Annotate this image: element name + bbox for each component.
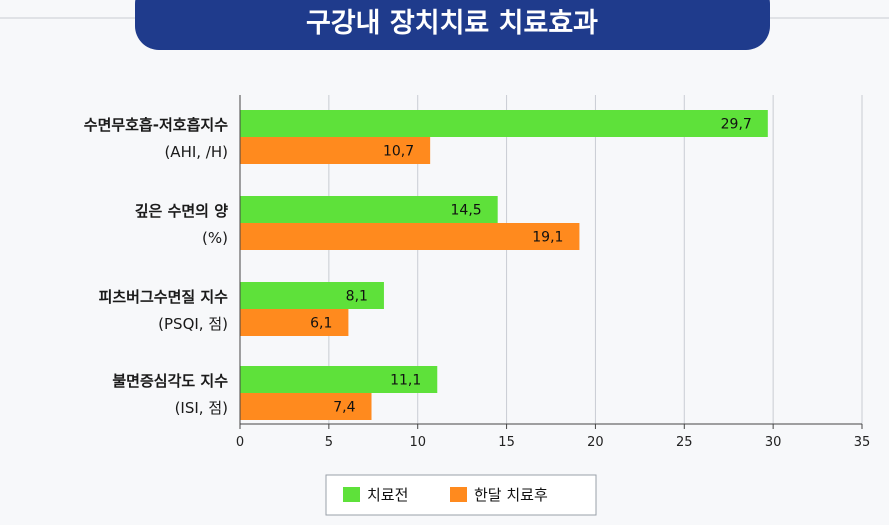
category-labels: 수면무호흡-저호흡지수 (AHI, /H) 깊은 수면의 양 (%) 피츠버그수면질 지… (84, 116, 228, 417)
bar (240, 309, 349, 336)
x-tick-label: 35 (854, 435, 871, 450)
chart-title-banner: 구강내 장치치료 치료효과 (0, 0, 889, 50)
x-tick-label: 20 (587, 435, 604, 450)
data-label: 14,5 (451, 203, 482, 219)
x-tick-label: 25 (676, 435, 693, 450)
bar (240, 137, 431, 164)
x-tick-label: 30 (765, 435, 782, 450)
bar (240, 282, 384, 309)
data-label: 11,1 (390, 373, 421, 389)
category-unit-label: (ISI, 점) (175, 399, 228, 417)
data-label: 8,1 (346, 289, 368, 305)
bar (240, 366, 438, 393)
x-tick-label: 10 (409, 435, 426, 450)
legend-swatch (450, 487, 467, 502)
bar (240, 223, 580, 250)
data-label: 19,1 (532, 230, 563, 246)
category-label: 불면증심각도 지수 (112, 372, 228, 390)
category-label: 피츠버그수면질 지수 (99, 288, 229, 306)
chart-title: 구강내 장치치료 치료효과 (306, 8, 598, 39)
category-label: 수면무호흡-저호흡지수 (84, 116, 228, 134)
data-label: 7,4 (333, 400, 355, 416)
data-label: 29,7 (721, 117, 752, 133)
x-axis: 0 5 10 15 20 25 30 35 (236, 95, 870, 450)
legend-swatch (343, 487, 360, 502)
bar (240, 196, 498, 223)
category-unit-label: (AHI, /H) (164, 143, 228, 161)
bar (240, 393, 372, 420)
category-unit-label: (PSQI, 점) (158, 315, 228, 333)
legend-label: 한달 치료후 (474, 486, 548, 504)
x-tick-label: 5 (325, 435, 333, 450)
data-label: 10,7 (383, 144, 414, 160)
bar (240, 110, 768, 137)
x-tick-label: 0 (236, 435, 244, 450)
data-label: 6,1 (310, 316, 332, 332)
bars: 29,7 10,7 14,5 19,1 8,1 6,1 11,1 7,4 (240, 110, 768, 420)
category-label: 깊은 수면의 양 (135, 202, 228, 220)
title-banner (135, 0, 770, 50)
legend-label: 치료전 (367, 486, 408, 504)
x-tick-label: 15 (498, 435, 515, 450)
legend: 치료전 한달 치료후 (325, 474, 597, 516)
category-unit-label: (%) (202, 229, 228, 247)
